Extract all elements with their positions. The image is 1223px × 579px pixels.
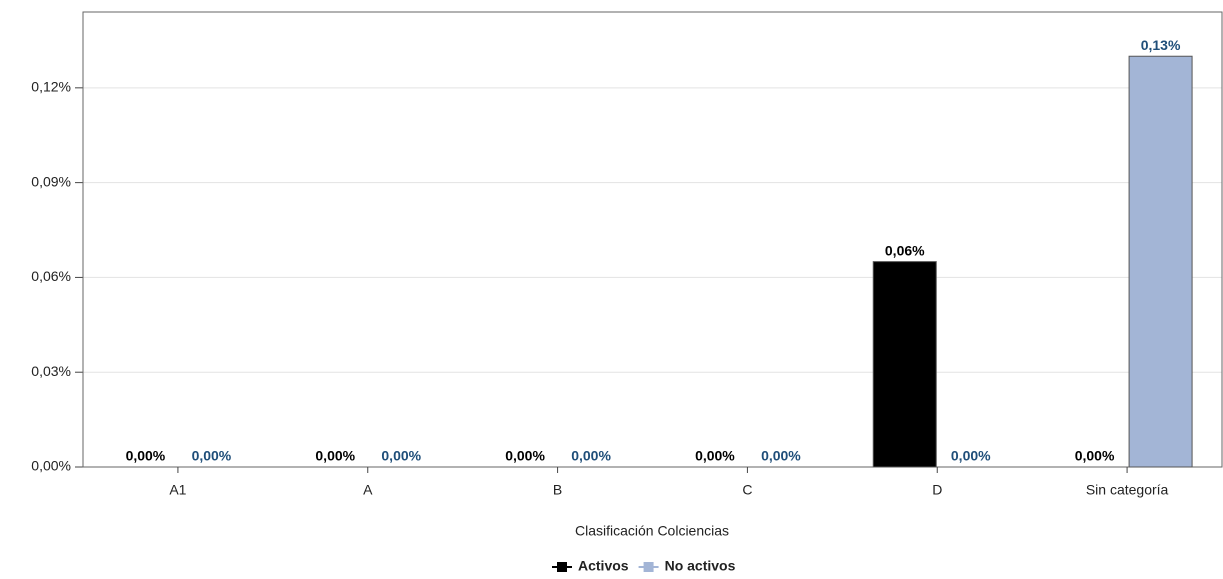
x-tick-label: A [363, 482, 373, 498]
x-tick-label: B [553, 482, 562, 498]
x-tick-label: A1 [169, 482, 186, 498]
value-label: 0,00% [695, 448, 735, 464]
value-label: 0,00% [1075, 448, 1115, 464]
value-label: 0,00% [381, 448, 421, 464]
value-label: 0,00% [951, 448, 991, 464]
value-label: 0,00% [192, 448, 232, 464]
legend-label: No activos [665, 558, 736, 574]
y-tick-label: 0,00% [31, 458, 71, 474]
value-label: 0,06% [885, 242, 925, 258]
legend-swatch [643, 562, 654, 572]
y-tick-label: 0,06% [31, 268, 71, 284]
x-axis-title: Clasificación Colciencias [575, 523, 729, 539]
bar [872, 261, 937, 468]
y-tick-label: 0,09% [31, 173, 71, 189]
legend-label: Activos [578, 558, 629, 574]
y-tick-label: 0,03% [31, 363, 71, 379]
value-label: 0,00% [571, 448, 611, 464]
y-tick-label: 0,12% [31, 79, 71, 95]
value-label: 0,00% [761, 448, 801, 464]
bar [1128, 55, 1193, 468]
value-label: 0,13% [1141, 37, 1181, 53]
plot-frame [82, 11, 1223, 468]
x-tick-label: Sin categoría [1086, 482, 1169, 498]
value-label: 0,00% [315, 448, 355, 464]
legend-swatch [557, 562, 567, 572]
value-label: 0,00% [505, 448, 545, 464]
x-tick-label: D [932, 482, 942, 498]
x-tick-label: C [742, 482, 752, 498]
value-label: 0,00% [126, 448, 166, 464]
